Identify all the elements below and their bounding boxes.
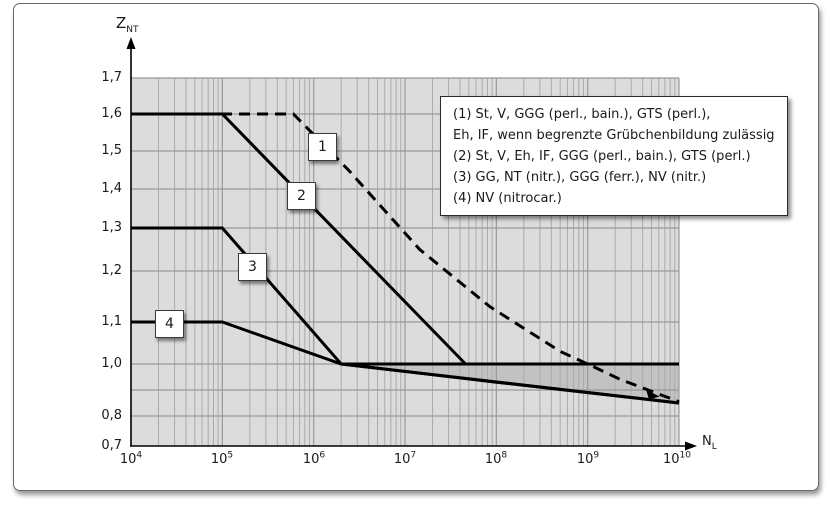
- y-tick-label: 1,0: [101, 356, 122, 371]
- y-tick-label: 1,3: [101, 220, 122, 235]
- y-tick-label: 0,8: [101, 408, 122, 423]
- curve-tag-3: 3: [238, 253, 267, 281]
- x-tick-label: 105: [210, 450, 234, 467]
- y-axis-title: ZNT: [116, 14, 139, 35]
- curve-tag-2: 2: [287, 182, 316, 210]
- legend-box: (1) St, V, GGG (perl., bain.), GTS (perl…: [440, 96, 788, 216]
- curve-1: [131, 112, 680, 404]
- y-axis-arrow-icon: [126, 37, 136, 49]
- curve-tag-1: 1: [308, 133, 337, 161]
- x-tick-label: 104: [119, 450, 143, 467]
- x-tick-label: 108: [484, 450, 508, 467]
- curve-tag-4: 4: [155, 310, 184, 338]
- legend-line-2: (2) St, V, Eh, IF, GGG (perl., bain.), G…: [453, 149, 751, 164]
- legend-line-3: (3) GG, NT (nitr.), GGG (ferr.), NV (nit…: [453, 170, 707, 185]
- legend-line-1b: Eh, IF, wenn begrenzte Grübchenbildung z…: [453, 128, 775, 143]
- legend-line-4: (4) NV (nitrocar.): [453, 191, 562, 206]
- y-tick-label: 1,7: [101, 70, 122, 85]
- x-tick-label: 106: [302, 450, 326, 467]
- x-tick-label: 1010: [663, 450, 691, 467]
- y-tick-label: 0,7: [101, 438, 122, 453]
- x-axis-title: NL: [702, 434, 717, 452]
- y-tick-label: 1,1: [101, 314, 122, 329]
- x-axis-arrow-icon: [685, 441, 697, 451]
- curve-2: [131, 112, 467, 366]
- x-tick-label: 109: [576, 450, 600, 467]
- y-tick-label: 1,4: [101, 181, 122, 196]
- y-tick-label: 1,5: [101, 143, 122, 158]
- x-tick-label: 107: [393, 450, 417, 467]
- y-tick-label: 1,2: [101, 263, 122, 278]
- y-tick-label: 1,6: [101, 106, 122, 121]
- curve-4: [131, 320, 680, 405]
- legend-line-1: (1) St, V, GGG (perl., bain.), GTS (perl…: [453, 107, 711, 122]
- dashed-curve-arrowhead-icon: [646, 389, 660, 400]
